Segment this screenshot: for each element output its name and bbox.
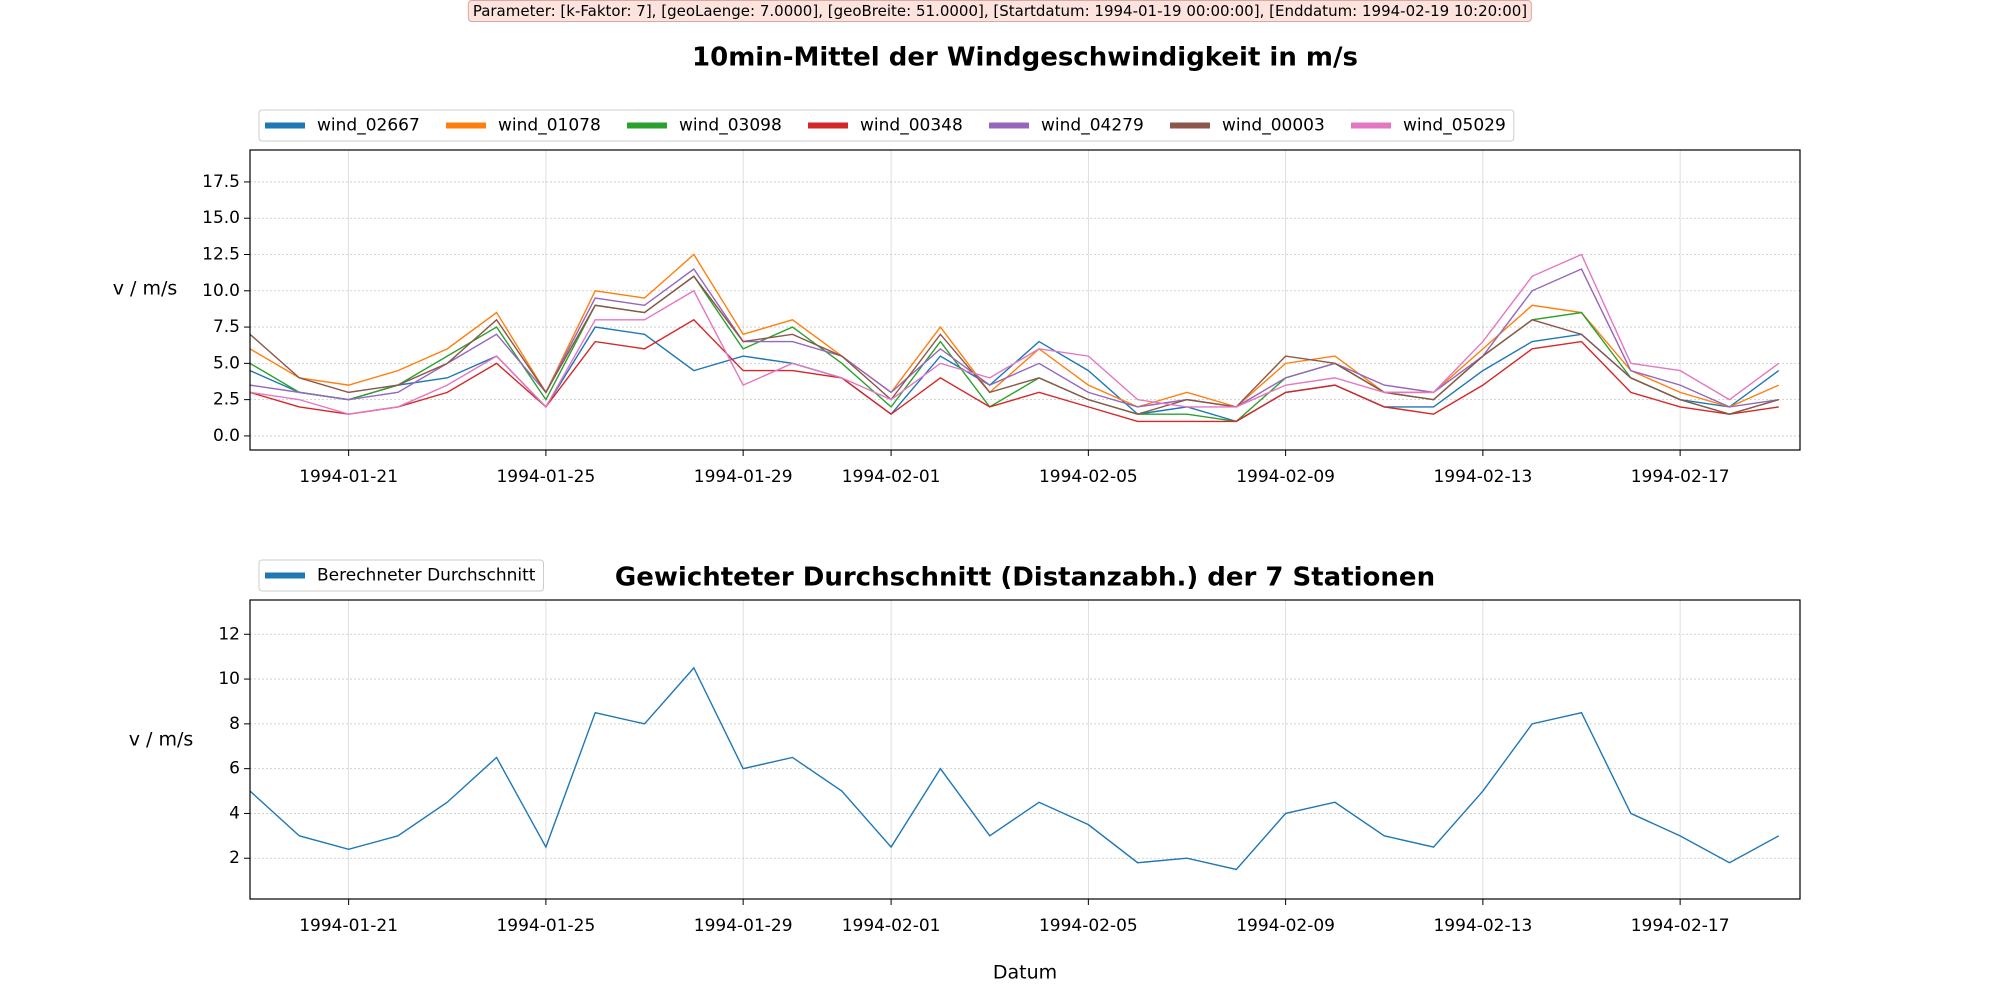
legend-label: Berechneter Durchschnitt: [317, 566, 536, 586]
y-tick-label: 4: [229, 803, 240, 823]
legend-label: wind_02667: [317, 116, 420, 136]
x-tick-label: 1994-02-13: [1433, 467, 1532, 487]
x-tick-label: 1994-02-17: [1631, 916, 1730, 936]
plot-frame: [249, 149, 1801, 451]
y-axis-label: v / m/s: [129, 729, 194, 751]
x-tick-label: 1994-02-01: [842, 916, 941, 936]
x-axis-label: Datum: [993, 962, 1057, 984]
plot-area: [250, 253, 1780, 423]
chart-title: Gewichteter Durchschnitt (Distanzabh.) d…: [615, 563, 1435, 593]
legend-box: [258, 109, 1515, 142]
y-tick-label: 6: [229, 759, 240, 779]
chart-title: 10min-Mittel der Windgeschwindigkeit in …: [692, 43, 1358, 73]
x-tick-label: 1994-02-05: [1039, 916, 1138, 936]
x-tick-label: 1994-02-01: [842, 467, 941, 487]
data-line: [250, 253, 1780, 408]
x-tick-label: 1994-01-25: [496, 467, 595, 487]
legend-label: wind_01078: [498, 116, 601, 136]
data-line: [250, 253, 1780, 415]
legend-label: wind_04279: [1041, 116, 1144, 136]
y-tick-label: 7.5: [213, 317, 240, 337]
y-tick-label: 8: [229, 714, 240, 734]
x-tick-label: 1994-01-25: [496, 916, 595, 936]
data-line: [250, 666, 1780, 871]
plot-frame: [249, 599, 1801, 900]
y-tick-label: 10: [218, 669, 240, 689]
y-tick-label: 12: [218, 624, 240, 644]
x-tick-label: 1994-02-05: [1039, 467, 1138, 487]
x-tick-label: 1994-02-09: [1236, 467, 1335, 487]
y-tick-label: 15.0: [202, 208, 240, 228]
y-tick-label: 10.0: [202, 281, 240, 301]
x-tick-label: 1994-01-21: [299, 916, 398, 936]
x-tick-label: 1994-02-17: [1631, 467, 1730, 487]
plot-area: [250, 666, 1780, 871]
data-line: [250, 318, 1779, 423]
legend-label: wind_05029: [1403, 116, 1506, 136]
legend-label: wind_00003: [1222, 116, 1325, 136]
x-tick-label: 1994-01-29: [694, 467, 793, 487]
y-tick-label: 0.0: [213, 426, 240, 446]
y-tick-label: 5.0: [213, 353, 240, 373]
legend-label: wind_00348: [860, 116, 963, 136]
x-tick-label: 1994-01-29: [694, 916, 793, 936]
legend-label: wind_03098: [679, 116, 782, 136]
y-tick-label: 17.5: [202, 172, 240, 192]
y-tick-label: 2.5: [213, 390, 240, 410]
x-tick-label: 1994-01-21: [299, 467, 398, 487]
legend-box: [258, 559, 544, 592]
y-tick-label: 12.5: [202, 244, 240, 264]
y-axis-label: v / m/s: [113, 278, 178, 300]
y-tick-label: 2: [229, 848, 240, 868]
data-line: [250, 275, 1779, 415]
x-tick-label: 1994-02-13: [1433, 916, 1532, 936]
data-line: [250, 268, 1779, 408]
x-tick-label: 1994-02-09: [1236, 916, 1335, 936]
parameter-box: Parameter: [k-Faktor: 7], [geoLaenge: 7.…: [467, 0, 1533, 22]
